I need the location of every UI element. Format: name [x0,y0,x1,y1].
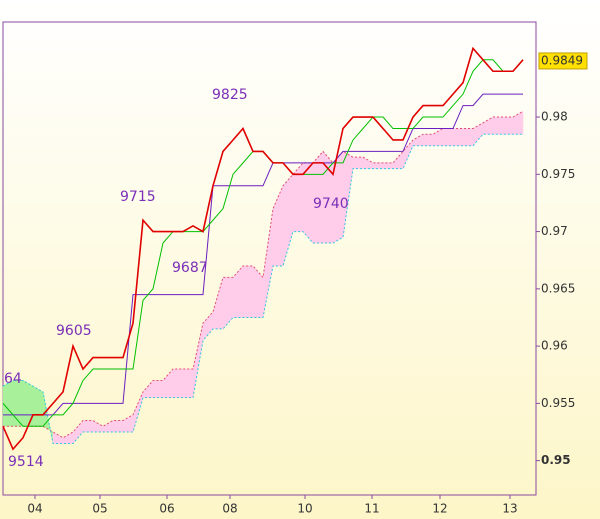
y-tick-label: 0.965 [541,281,575,295]
y-tick-label: 0.95 [541,453,571,467]
y-tick-label: 0.975 [541,167,575,181]
cloud-segment [352,156,364,169]
y-tick-label: 0.98 [541,110,568,124]
cloud-segment [152,380,164,398]
annotation: 9715 [120,189,156,205]
x-tick-label: 08 [222,502,237,516]
plot-frame [2,21,537,496]
x-tick-label: 04 [27,502,42,516]
annotation: 9605 [56,323,92,339]
cloud-segment [242,265,254,318]
y-tick-label: 0.955 [541,396,575,410]
cloud-segment [512,110,524,135]
annotation: 64 [4,371,22,387]
cloud-segment [452,128,464,146]
cloud-segment [172,368,184,398]
span-b-line [2,133,523,444]
y-tick-label: 0.96 [541,339,568,353]
annotation: 9825 [212,87,248,103]
span-a-line [3,110,524,439]
x-tick-label: 05 [92,502,107,516]
cloud-segment [82,420,94,433]
cloud-segment [382,162,394,169]
cloud-segment [112,420,124,433]
x-tick-label: 13 [502,502,517,516]
cloud-segment [422,133,434,146]
x-tick-label: 06 [159,502,174,516]
cloud-segment [462,128,474,146]
cloud-segment [32,385,44,427]
x-tick-label: 12 [432,502,447,516]
cloud-segment [372,162,384,169]
series-line [2,46,524,451]
cloud-segment [502,116,514,135]
series-line [3,93,523,416]
annotation: 9687 [172,260,208,276]
last-value-label: 0.9849 [541,53,583,67]
annotation: 9740 [313,196,349,212]
cloud-segment [182,368,194,398]
annotation: 9514 [8,454,44,470]
cloud-segment [442,128,454,146]
cloud-segment [302,162,314,244]
last-value-box [538,52,588,70]
cloud-segment [2,380,14,427]
x-tick-label: 10 [297,502,312,516]
cloud-segment [492,116,504,135]
x-tick-label: 11 [364,502,379,516]
cloud-segment [12,380,24,427]
y-tick-label: 0.97 [541,224,568,238]
